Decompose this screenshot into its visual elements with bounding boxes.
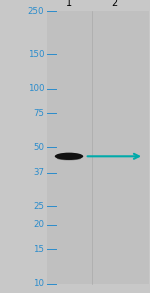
Text: 37: 37 [33, 168, 44, 177]
Ellipse shape [55, 153, 83, 160]
Text: 150: 150 [28, 50, 44, 59]
Text: 15: 15 [33, 245, 44, 254]
Text: 75: 75 [33, 108, 44, 117]
Bar [47, 11, 149, 284]
Text: 250: 250 [28, 7, 44, 16]
Ellipse shape [57, 157, 81, 160]
Text: 1: 1 [66, 0, 72, 8]
Text: 2: 2 [111, 0, 117, 8]
Text: 50: 50 [33, 143, 44, 152]
Text: 10: 10 [33, 279, 44, 288]
Text: 25: 25 [33, 202, 44, 211]
Text: 100: 100 [28, 84, 44, 93]
Text: 20: 20 [33, 220, 44, 229]
